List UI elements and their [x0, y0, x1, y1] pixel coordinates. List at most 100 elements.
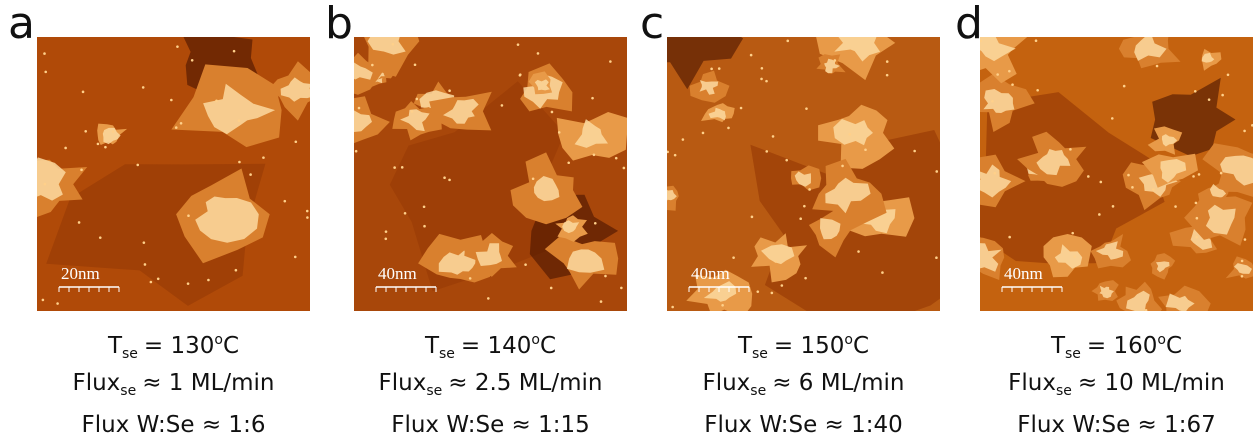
temperature: Tse= 140oC	[334, 329, 647, 366]
adatom	[215, 99, 218, 102]
adatom	[150, 281, 153, 284]
adatom	[43, 52, 46, 55]
adatom	[1111, 117, 1114, 120]
adatom	[1131, 186, 1134, 189]
adatom	[558, 131, 561, 134]
symbol: Flux	[702, 370, 750, 396]
adatom	[841, 165, 844, 168]
adatom	[371, 64, 374, 67]
adatom	[384, 237, 387, 240]
subscript: se	[1056, 383, 1072, 399]
adatom	[786, 40, 789, 43]
stm-image: 40nm	[667, 37, 940, 311]
adatom	[609, 60, 612, 63]
adatom	[761, 67, 764, 70]
unit: C	[853, 333, 869, 359]
adatom	[443, 176, 446, 179]
adatom	[80, 169, 83, 172]
adatom	[524, 263, 527, 266]
adatom	[99, 236, 102, 239]
adatom	[682, 138, 685, 141]
adatom	[550, 287, 553, 290]
adatom	[805, 107, 808, 110]
adatom	[710, 68, 713, 71]
adatom	[448, 89, 451, 92]
symbol: T	[425, 333, 439, 359]
value: ≈ 10 ML/min	[1078, 370, 1225, 396]
adatom	[1243, 130, 1246, 133]
adatom	[97, 143, 100, 146]
adatom	[187, 282, 190, 285]
adatom	[881, 271, 884, 274]
adatom	[1069, 148, 1072, 151]
adatom	[991, 100, 994, 103]
adatom	[727, 127, 730, 130]
adatom	[1123, 85, 1126, 88]
ratio: Flux W:Se ≈ 1:6	[17, 414, 330, 437]
adatom	[604, 275, 607, 278]
adatom	[143, 241, 146, 244]
adatom	[207, 279, 210, 282]
adatom	[517, 43, 520, 46]
subscript: se	[122, 346, 138, 362]
superscript: o	[1157, 332, 1166, 348]
adatom	[136, 164, 139, 167]
symbol: T	[738, 333, 752, 359]
adatom	[238, 161, 241, 164]
adatom	[180, 122, 183, 125]
adatom	[771, 292, 774, 295]
adatom	[623, 167, 626, 170]
adatom	[1208, 98, 1211, 101]
adatom	[1244, 238, 1247, 241]
adatom	[935, 170, 938, 173]
subscript: se	[120, 383, 136, 399]
adatom	[423, 205, 426, 208]
adatom	[187, 214, 190, 217]
adatom	[996, 73, 999, 76]
adatom	[567, 161, 570, 164]
panel-label: d	[955, 2, 983, 46]
adatom	[142, 86, 145, 89]
adatom	[1220, 172, 1223, 175]
symbol: Flux	[379, 370, 427, 396]
adatom	[415, 98, 418, 101]
unit: C	[223, 333, 239, 359]
adatom	[857, 250, 860, 253]
scale-bar-label: 40nm	[1004, 264, 1043, 283]
value: ≈ 2.5 ML/min	[448, 370, 602, 396]
adatom	[469, 277, 472, 280]
adatom	[78, 221, 81, 224]
adatom	[993, 172, 996, 175]
adatom	[519, 74, 522, 77]
adatom	[404, 212, 407, 215]
adatom	[848, 133, 851, 136]
adatom	[42, 299, 45, 302]
temperature: Tse= 130oC	[17, 329, 330, 366]
adatom	[935, 256, 938, 259]
adatom	[64, 147, 67, 150]
adatom	[235, 269, 238, 272]
adatom	[1195, 236, 1198, 239]
adatom	[283, 200, 286, 203]
adatom	[1099, 181, 1102, 184]
adatom	[401, 166, 404, 169]
value: = 160	[1087, 333, 1157, 359]
adatom	[750, 54, 753, 57]
adatom	[1127, 174, 1130, 177]
adatom	[112, 130, 115, 133]
scale-bar-label: 40nm	[378, 264, 417, 283]
ratio: Flux W:Se ≈ 1:40	[647, 414, 960, 437]
subscript: se	[1065, 346, 1081, 362]
adatom	[358, 107, 361, 110]
subscript: se	[750, 383, 766, 399]
adatom	[886, 74, 889, 77]
adatom	[1035, 39, 1038, 42]
adatom	[765, 80, 768, 83]
adatom	[238, 119, 241, 122]
adatom	[1221, 94, 1224, 97]
adatom	[593, 154, 596, 157]
adatom	[1241, 275, 1244, 278]
adatom	[411, 110, 414, 113]
adatom	[144, 263, 147, 266]
adatom	[1008, 70, 1011, 73]
